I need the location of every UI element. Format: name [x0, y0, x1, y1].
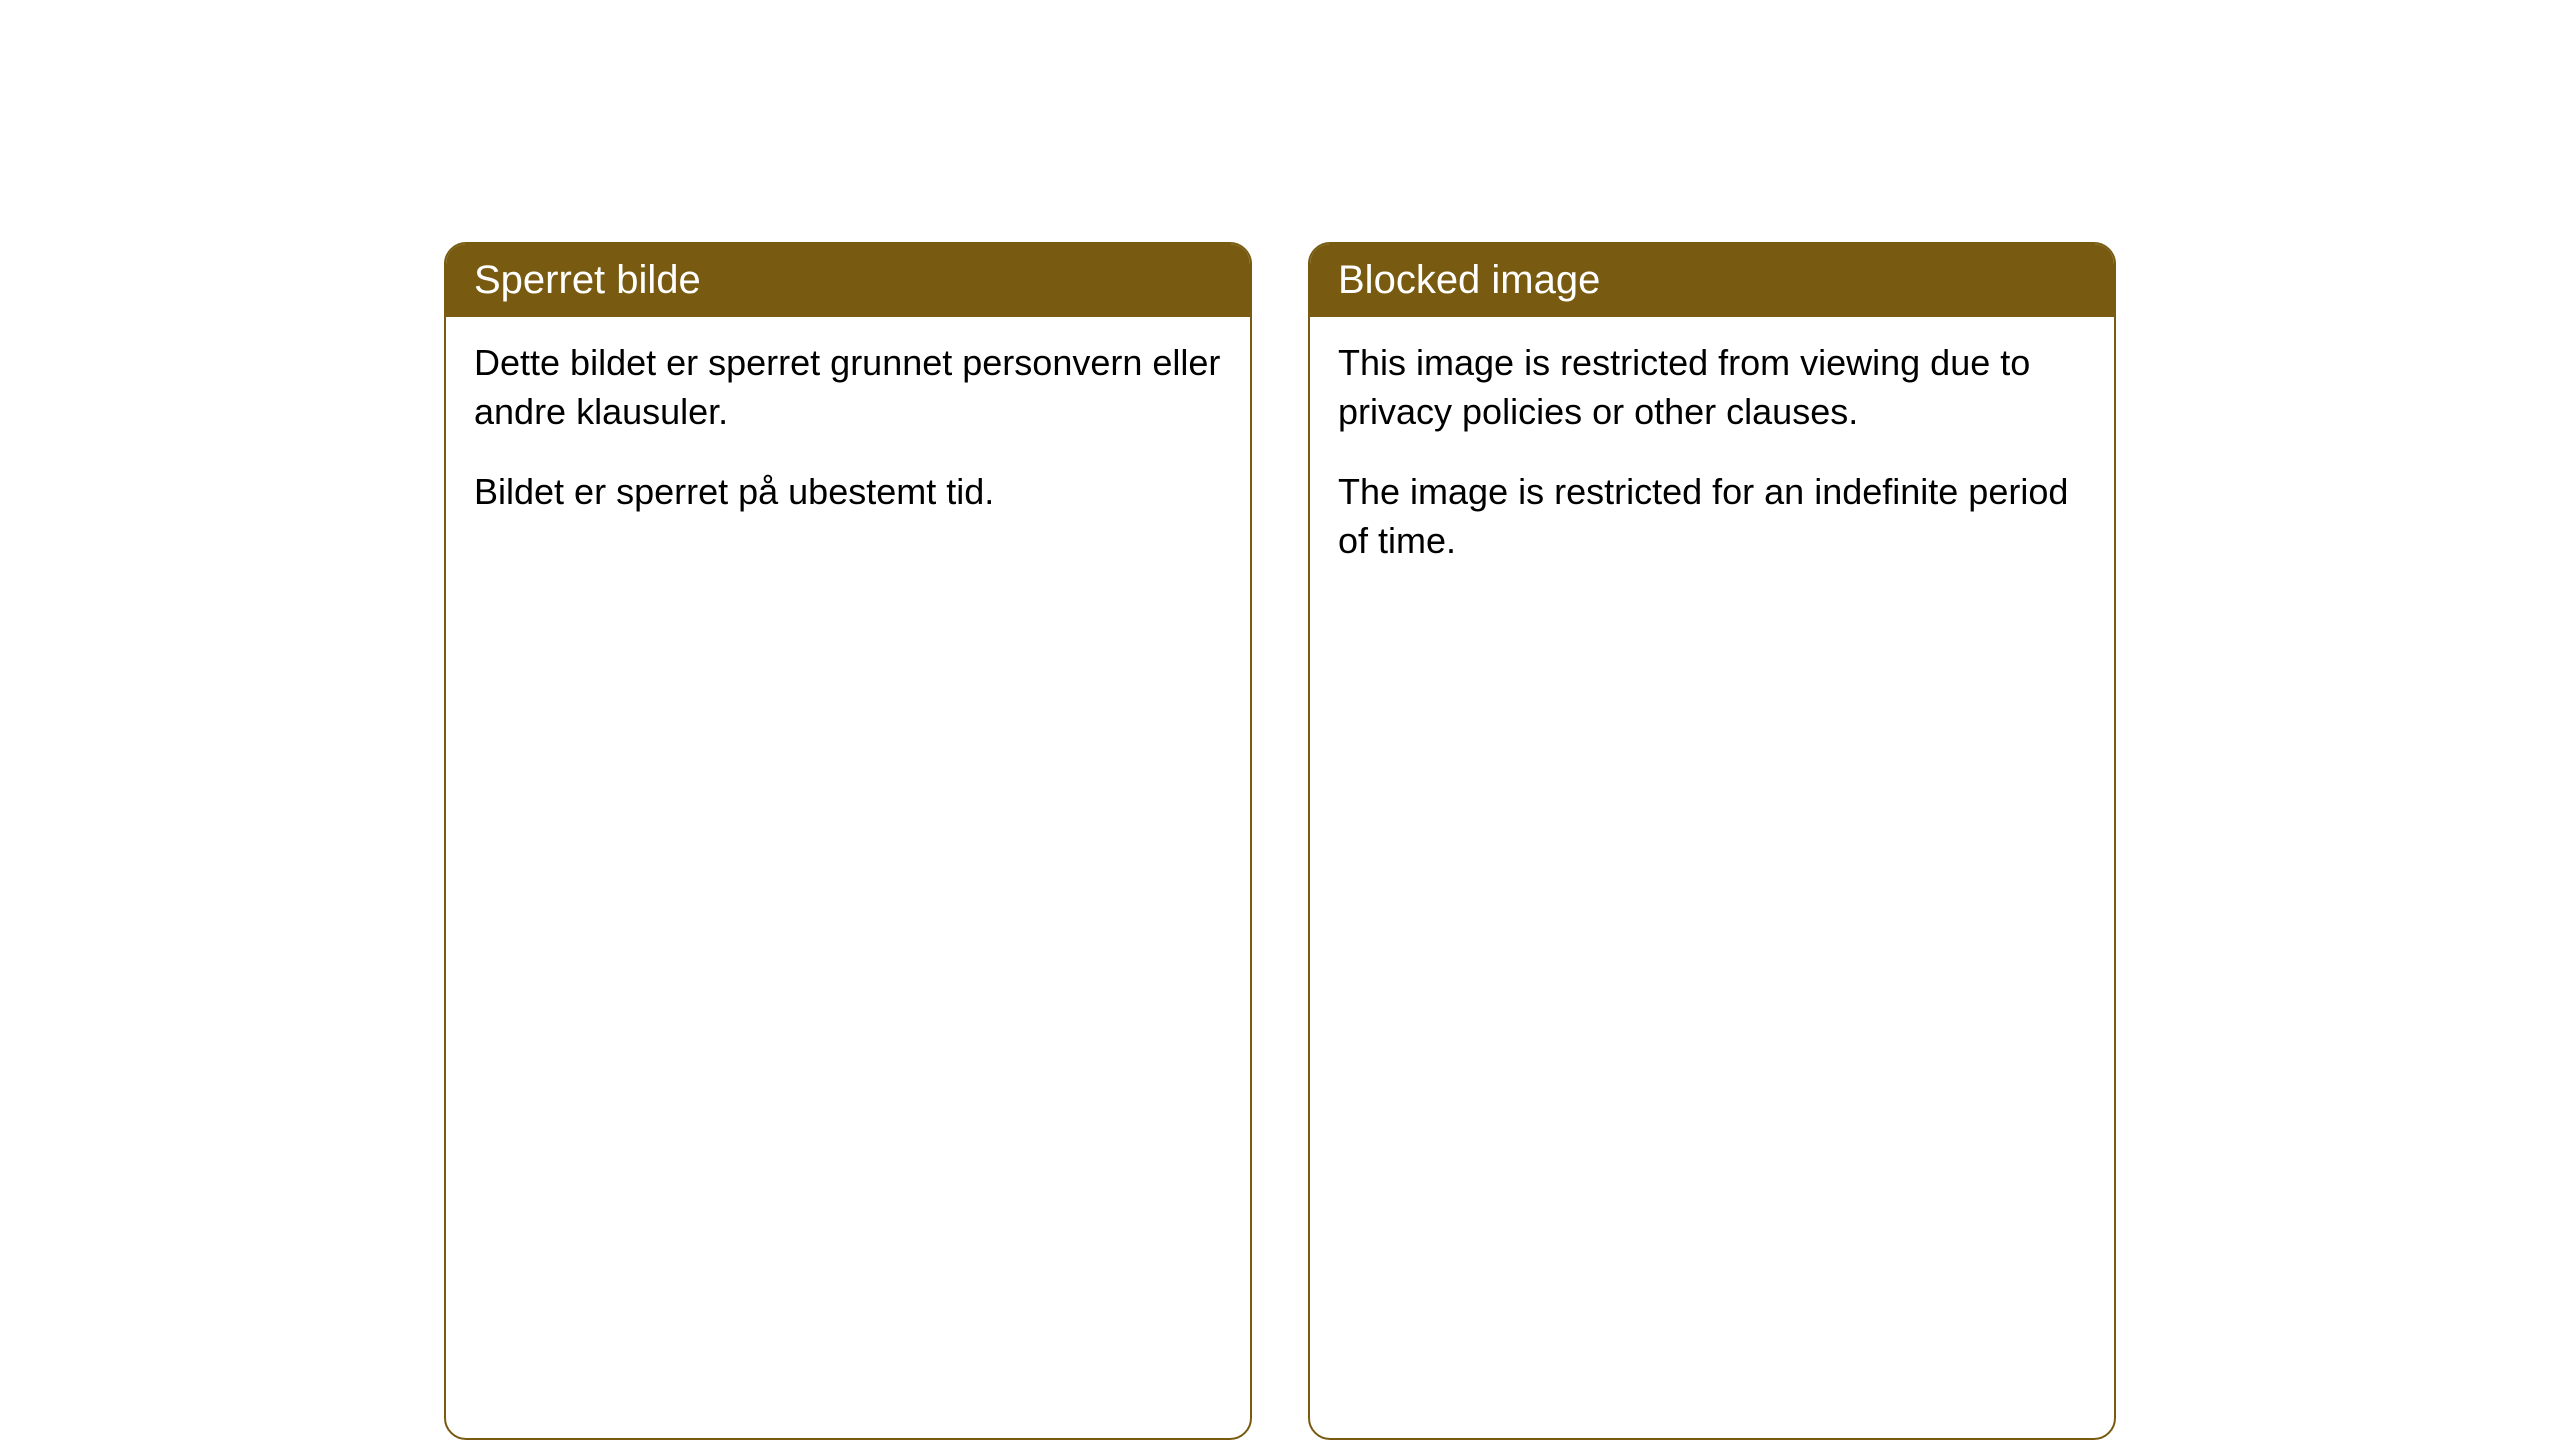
- card-paragraph: This image is restricted from viewing du…: [1338, 339, 2086, 436]
- card-paragraph: The image is restricted for an indefinit…: [1338, 468, 2086, 565]
- card-title: Blocked image: [1338, 258, 1600, 302]
- notice-card-norwegian: Sperret bilde Dette bildet er sperret gr…: [444, 242, 1252, 1440]
- card-body: This image is restricted from viewing du…: [1310, 317, 2114, 605]
- card-header: Blocked image: [1310, 244, 2114, 317]
- card-header: Sperret bilde: [446, 244, 1250, 317]
- card-paragraph: Bildet er sperret på ubestemt tid.: [474, 468, 1222, 517]
- notice-card-english: Blocked image This image is restricted f…: [1308, 242, 2116, 1440]
- notice-container: Sperret bilde Dette bildet er sperret gr…: [444, 242, 2116, 1440]
- card-paragraph: Dette bildet er sperret grunnet personve…: [474, 339, 1222, 436]
- card-body: Dette bildet er sperret grunnet personve…: [446, 317, 1250, 557]
- card-title: Sperret bilde: [474, 258, 701, 302]
